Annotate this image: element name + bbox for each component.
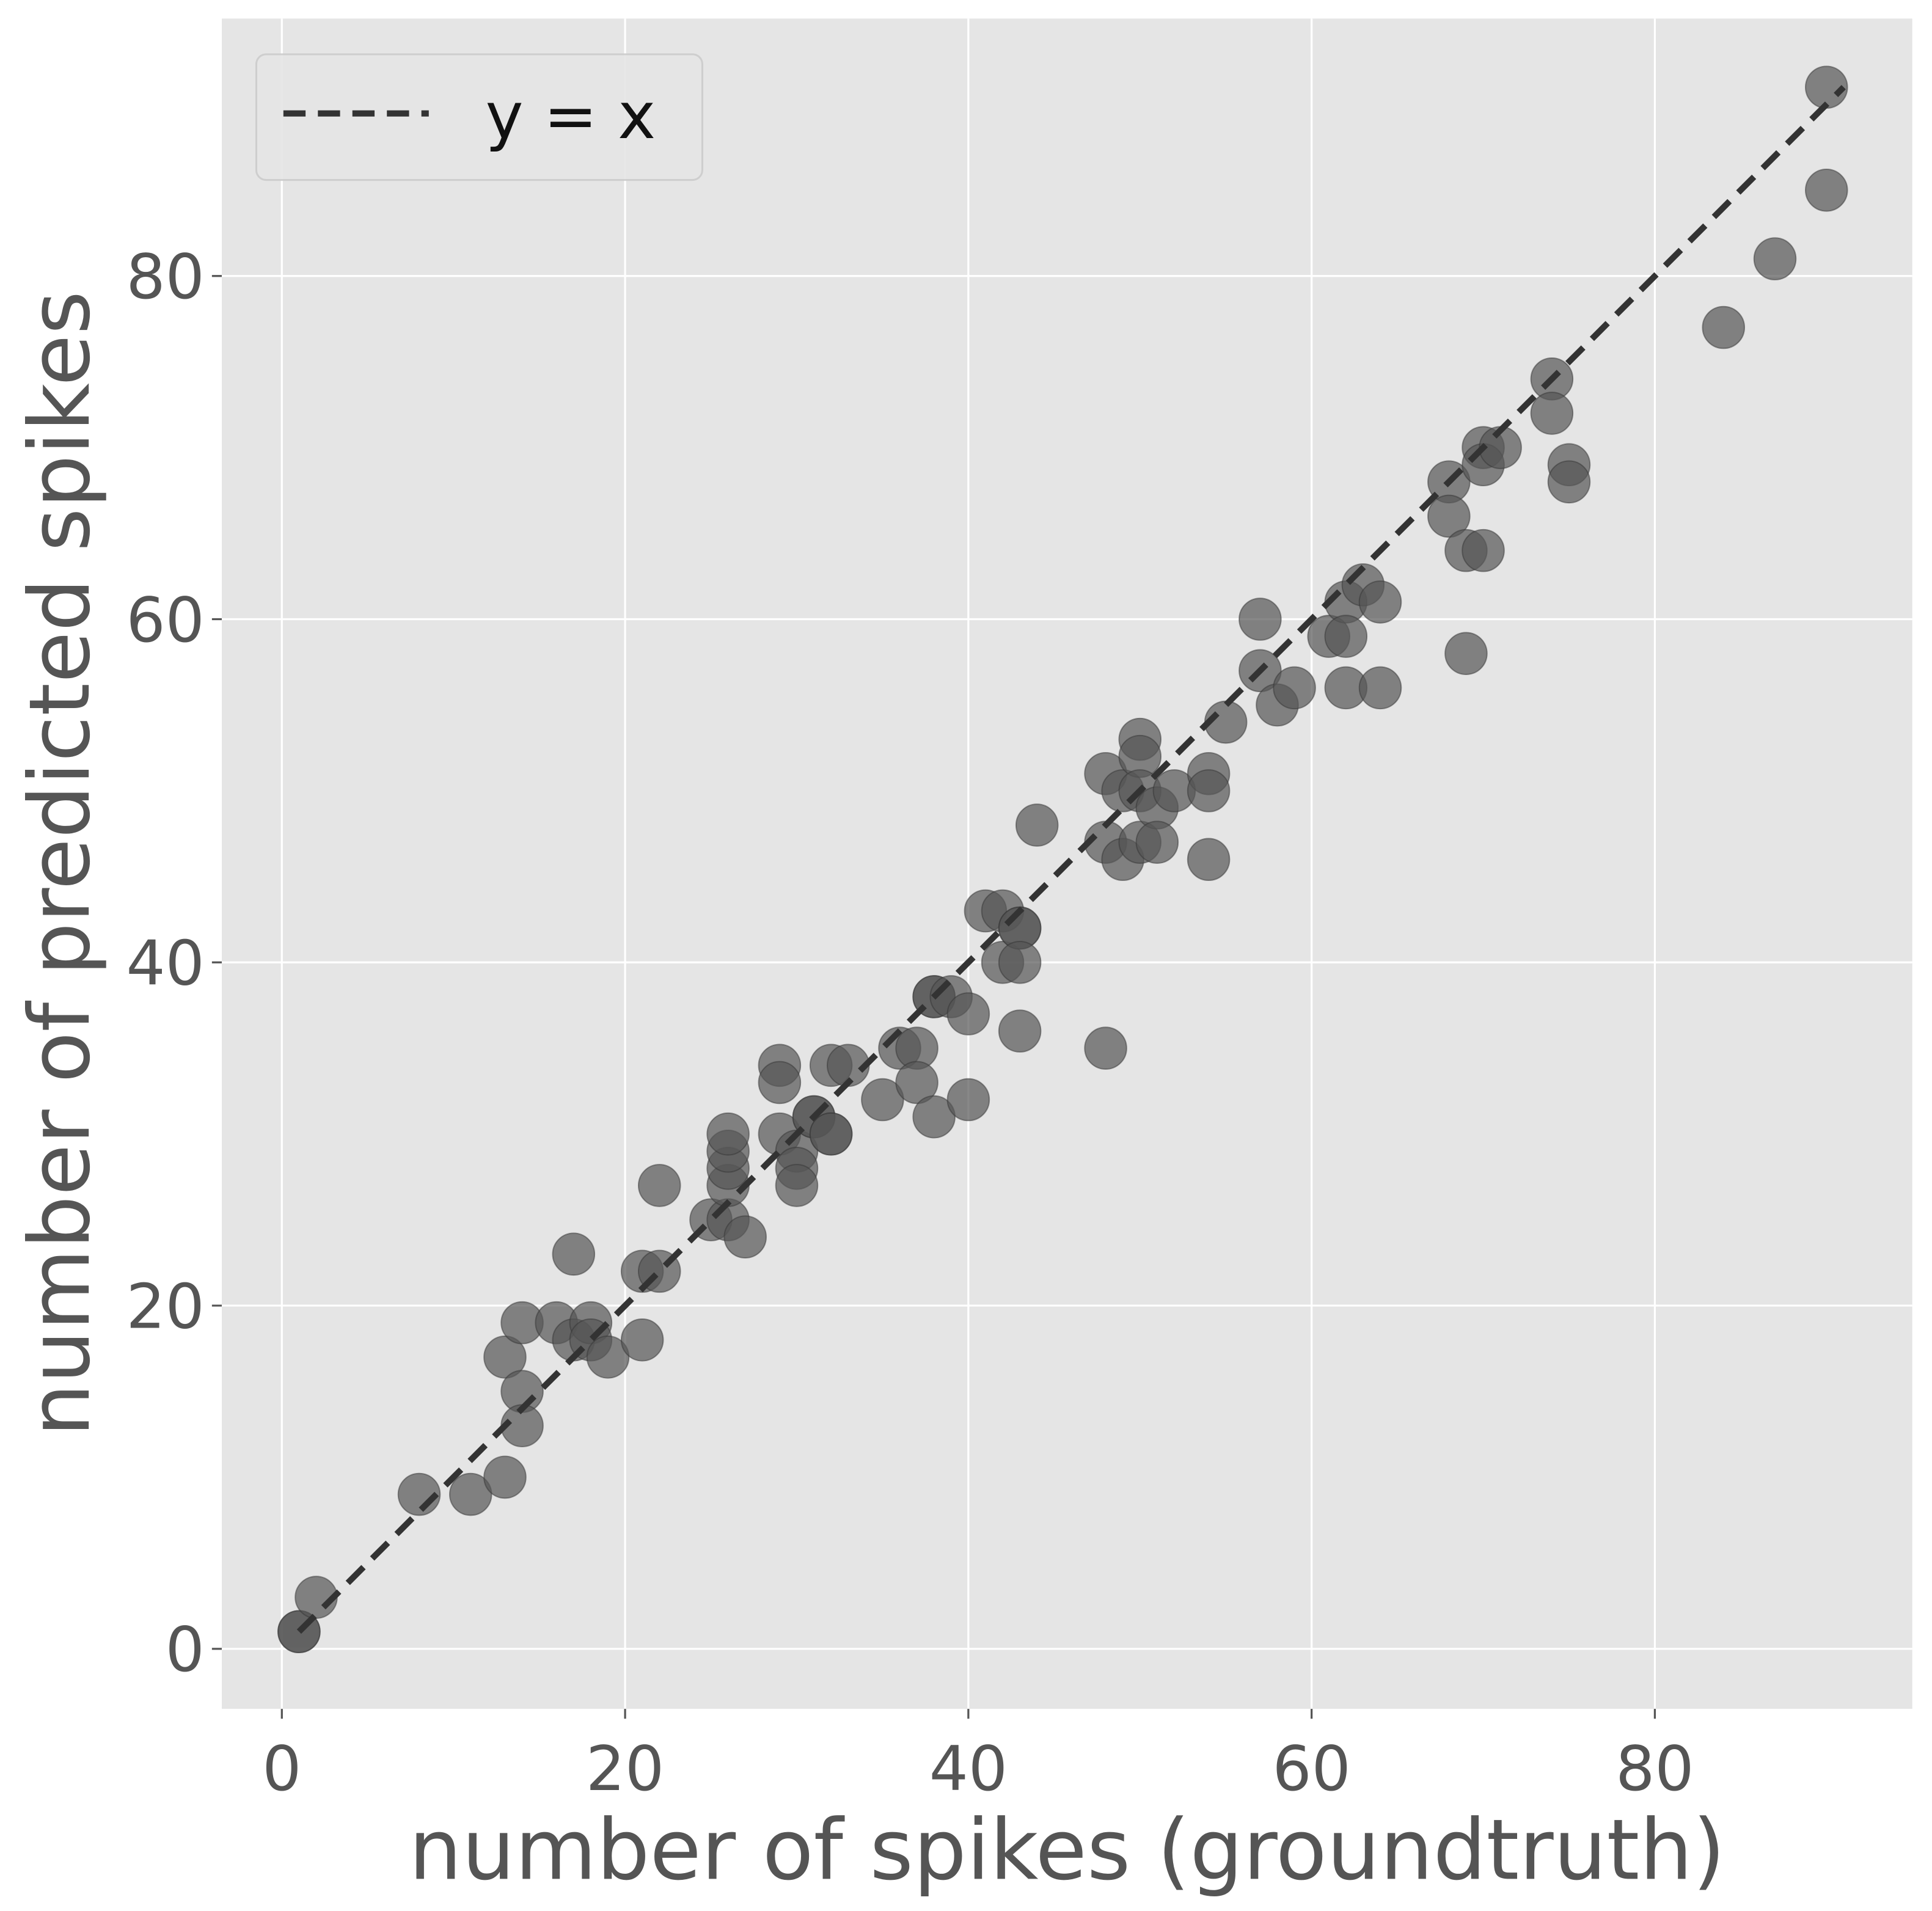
- data-point: [1427, 494, 1471, 538]
- data-point: [758, 1061, 802, 1105]
- y-tick-label: 60: [126, 584, 204, 656]
- legend-box: [255, 53, 703, 181]
- data-point: [946, 1078, 990, 1122]
- y-axis-label: number of predicted spikes: [12, 291, 109, 1436]
- legend: y = x: [255, 53, 703, 181]
- y-tick-label: 40: [126, 927, 204, 999]
- data-point: [1444, 632, 1488, 675]
- data-point: [912, 1095, 956, 1139]
- y-tick-label: 80: [126, 241, 204, 313]
- grid: [221, 18, 1912, 1709]
- data-point: [637, 1164, 681, 1207]
- y-axis-ticks: 0 20 40 60 80: [126, 241, 222, 1686]
- data-point: [1015, 803, 1059, 847]
- data-point: [620, 1318, 664, 1362]
- x-axis-ticks: 0 20 40 60 80: [262, 1709, 1694, 1805]
- data-point: [861, 1078, 904, 1122]
- x-axis-label: number of spikes (groundtruth): [409, 1802, 1725, 1899]
- data-point: [1239, 597, 1282, 641]
- data-point: [775, 1164, 819, 1207]
- data-point: [1135, 820, 1179, 864]
- data-point: [706, 1112, 750, 1156]
- data-point: [809, 1112, 853, 1156]
- data-point: [946, 992, 990, 1036]
- data-point: [448, 1472, 492, 1516]
- data-point: [483, 1455, 527, 1499]
- data-point: [998, 1009, 1042, 1053]
- data-point: [552, 1232, 596, 1276]
- data-point: [895, 1061, 939, 1105]
- x-tick-label: 60: [1272, 1733, 1350, 1805]
- data-point: [1805, 168, 1848, 212]
- reference-line-y-equals-x: [296, 85, 1846, 1634]
- data-point: [1530, 392, 1574, 435]
- x-tick-label: 40: [929, 1733, 1008, 1805]
- x-tick-label: 80: [1615, 1733, 1694, 1805]
- data-point: [1324, 615, 1368, 658]
- data-point: [1273, 666, 1316, 710]
- data-point: [1462, 528, 1505, 572]
- y-tick-label: 20: [126, 1270, 204, 1342]
- x-tick-label: 20: [586, 1733, 664, 1805]
- data-point: [1187, 769, 1231, 813]
- data-point: [1753, 237, 1797, 280]
- legend-label: y = x: [486, 79, 656, 153]
- data-point: [586, 1336, 630, 1379]
- y-tick-label: 0: [166, 1613, 205, 1686]
- data-point: [483, 1336, 527, 1379]
- data-point: [723, 1215, 767, 1259]
- data-point: [1702, 305, 1746, 349]
- data-point: [1358, 580, 1402, 624]
- data-point: [998, 940, 1042, 984]
- data-point: [1187, 838, 1231, 882]
- data-points: [277, 65, 1848, 1654]
- data-point: [1358, 666, 1402, 710]
- data-point: [1084, 1026, 1127, 1070]
- x-tick-label: 0: [262, 1733, 301, 1805]
- data-point: [1547, 460, 1591, 504]
